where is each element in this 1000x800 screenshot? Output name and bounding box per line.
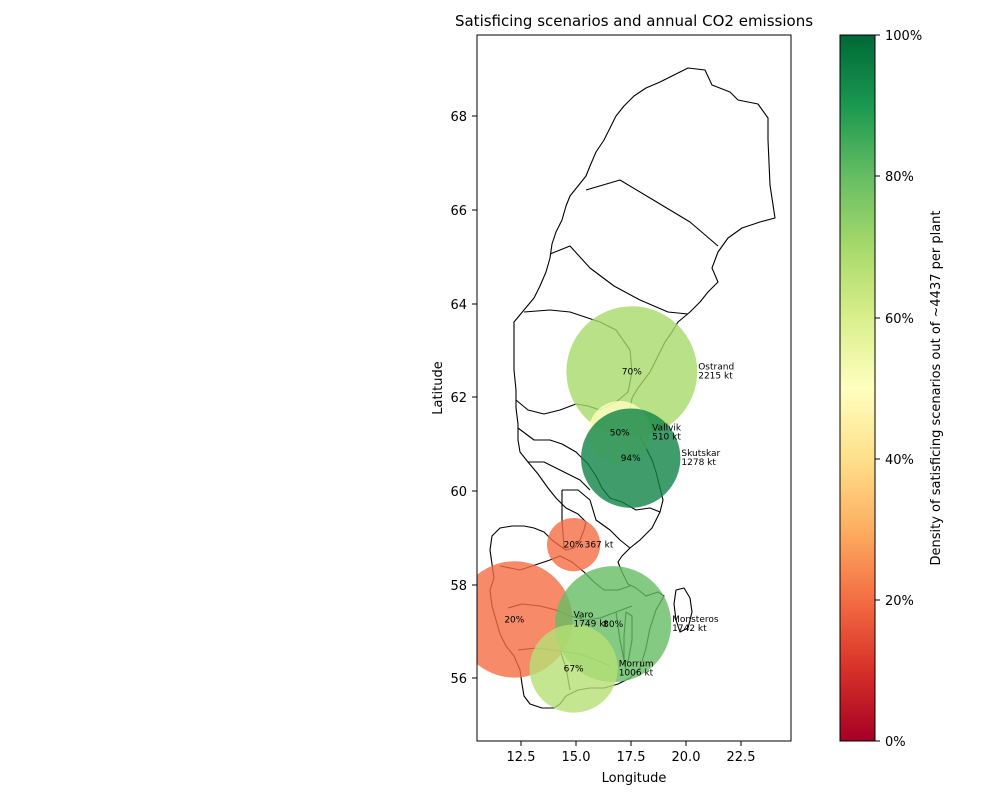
plant-label: Vallvik 510 kt [652, 423, 682, 442]
density-label: 70% [622, 368, 642, 378]
plant-label: Varo 1749 kt [573, 610, 608, 629]
y-tick-label: 68 [450, 110, 467, 125]
density-label: 20% [564, 541, 584, 551]
x-tick-label: 15.0 [562, 750, 591, 765]
colorbar-tick-label: 20% [885, 594, 914, 609]
plant-label: Skutskar 1278 kt [681, 449, 720, 468]
x-axis: 12.5 15.0 17.5 20.0 22.5 Longitude [507, 741, 756, 786]
colorbar-tick-label: 100% [885, 29, 922, 44]
county-border [528, 461, 591, 491]
y-axis: 56 58 60 62 64 66 68 Latitude [431, 110, 477, 687]
density-label: 20% [504, 615, 524, 625]
county-border [585, 179, 719, 247]
density-label: 50% [610, 428, 630, 438]
plant-label: 367 kt [585, 541, 614, 551]
county-border [549, 245, 689, 315]
island-gotland [673, 587, 693, 633]
colorbar-tick-label: 60% [885, 312, 914, 327]
plot-frame [476, 34, 792, 742]
x-tick-label: 12.5 [507, 750, 536, 765]
colorbar-gradient [840, 35, 875, 741]
y-tick-label: 62 [450, 391, 467, 406]
x-tick-label: 17.5 [617, 750, 646, 765]
county-border [562, 489, 631, 549]
chart-title: Satisficing scenarios and annual CO2 emi… [455, 12, 813, 30]
bubble-label-layer: 70% Ostrand 2215 kt 50% Vallvik 510 kt 94% Skut… [504, 363, 734, 679]
plant-label: Ostrand 2215 kt [698, 363, 734, 382]
plant-label: Monsteros 1742 kt [672, 615, 719, 634]
density-label: 67% [564, 665, 584, 675]
bubble-layer [477, 306, 698, 713]
y-tick-label: 60 [450, 485, 467, 500]
bubble-morrum [529, 624, 618, 713]
bubble-skutskar [581, 408, 681, 508]
colorbar-tick-label: 80% [885, 170, 914, 185]
y-axis-label: Latitude [431, 361, 446, 415]
colorbar-frame [839, 34, 876, 742]
colorbar-label: Density of satisficing scenarios out of … [929, 210, 944, 565]
x-axis-label: Longitude [602, 771, 667, 786]
density-label: 94% [621, 454, 641, 464]
density-label: 80% [603, 620, 623, 630]
colorbar: 0% 20% 40% 60% 80% 100% Density of satis… [839, 29, 944, 750]
colorbar-tick-label: 40% [885, 453, 914, 468]
bubble-ostrand [566, 306, 698, 438]
colorbar-tick-label: 0% [885, 735, 906, 750]
y-tick-label: 64 [450, 298, 467, 313]
y-tick-label: 66 [450, 204, 467, 219]
x-tick-label: 20.0 [672, 750, 701, 765]
bubble-plant-3 [546, 518, 601, 572]
plant-label: Morrum 1006 kt [619, 660, 654, 679]
y-tick-label: 58 [450, 579, 467, 594]
y-tick-label: 56 [450, 672, 467, 687]
x-tick-label: 22.5 [727, 750, 756, 765]
